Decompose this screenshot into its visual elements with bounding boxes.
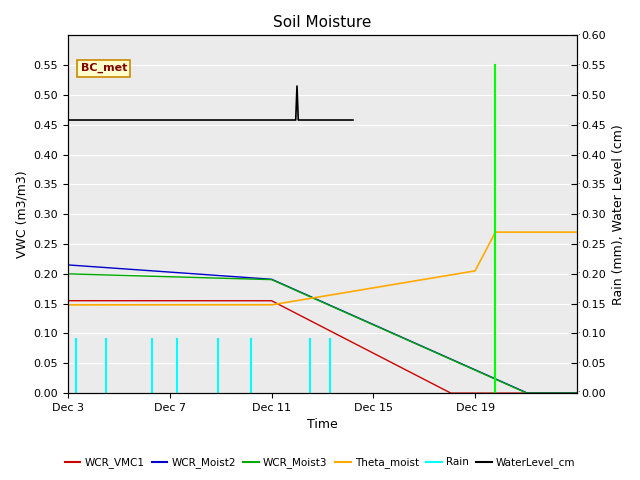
Text: ·: · xyxy=(577,299,579,308)
Text: ·: · xyxy=(577,240,579,249)
Text: ·: · xyxy=(577,60,579,70)
Text: ·: · xyxy=(577,90,579,99)
Y-axis label: Rain (mm), Water Level (cm): Rain (mm), Water Level (cm) xyxy=(612,124,625,305)
Text: ·: · xyxy=(577,120,579,129)
Legend: WCR_VMC1, WCR_Moist2, WCR_Moist3, Theta_moist, Rain, WaterLevel_cm: WCR_VMC1, WCR_Moist2, WCR_Moist3, Theta_… xyxy=(60,453,580,472)
Text: ·: · xyxy=(577,329,579,338)
Text: ·: · xyxy=(577,359,579,368)
Text: ·: · xyxy=(577,269,579,278)
Text: ·: · xyxy=(577,210,579,219)
Title: Soil Moisture: Soil Moisture xyxy=(273,15,372,30)
Text: ·: · xyxy=(577,31,579,40)
X-axis label: Time: Time xyxy=(307,419,338,432)
Text: ·: · xyxy=(577,389,579,397)
Y-axis label: VWC (m3/m3): VWC (m3/m3) xyxy=(15,170,28,258)
Text: ·: · xyxy=(577,180,579,189)
Text: BC_met: BC_met xyxy=(81,63,127,73)
Text: ·: · xyxy=(577,150,579,159)
